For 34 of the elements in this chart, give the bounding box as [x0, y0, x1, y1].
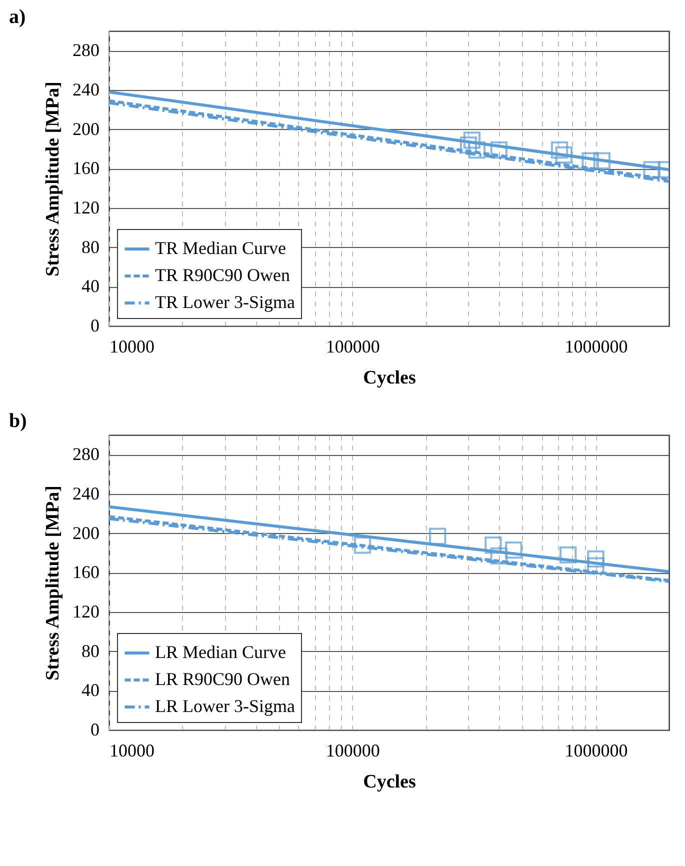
y-tick-label: 280: [72, 40, 100, 60]
y-axis-title: Stress Amplitude [MPa]: [42, 82, 64, 276]
legend-label: LR Median Curve: [155, 642, 286, 662]
legend-label: TR Median Curve: [155, 238, 286, 258]
y-tick-label: 0: [90, 720, 100, 740]
y-axis-title: Stress Amplitude [MPa]: [42, 486, 64, 680]
x-axis-title: Cycles: [363, 368, 416, 388]
legend-label: LR Lower 3-Sigma: [155, 696, 295, 716]
y-tick-label: 160: [72, 562, 100, 582]
x-tick-label: 100000: [326, 740, 380, 760]
x-tick-label: 10000: [110, 740, 154, 760]
y-tick-label: 80: [82, 640, 100, 661]
y-tick-label: 80: [82, 236, 100, 257]
x-axis-title: Cycles: [363, 772, 416, 792]
y-tick-label: 40: [82, 680, 100, 700]
x-tick-label: 1000000: [564, 740, 628, 760]
y-tick-label: 0: [90, 316, 100, 336]
y-tick-label: 280: [72, 444, 100, 464]
legend-label: TR R90C90 Owen: [155, 265, 290, 285]
y-tick-label: 40: [82, 276, 100, 296]
x-tick-label: 100000: [326, 336, 380, 356]
y-tick-label: 240: [72, 80, 100, 100]
chart-title: a): [9, 6, 26, 28]
chart-title: b): [9, 410, 27, 432]
y-tick-label: 160: [72, 158, 100, 178]
legend-label: TR Lower 3-Sigma: [155, 292, 295, 312]
y-tick-label: 200: [72, 118, 100, 139]
y-tick-label: 200: [72, 522, 100, 543]
x-tick-label: 10000: [110, 336, 154, 356]
y-tick-label: 120: [72, 602, 100, 622]
y-tick-label: 120: [72, 198, 100, 218]
y-tick-label: 240: [72, 484, 100, 504]
x-tick-label: 1000000: [564, 336, 628, 356]
legend-label: LR R90C90 Owen: [155, 669, 290, 689]
